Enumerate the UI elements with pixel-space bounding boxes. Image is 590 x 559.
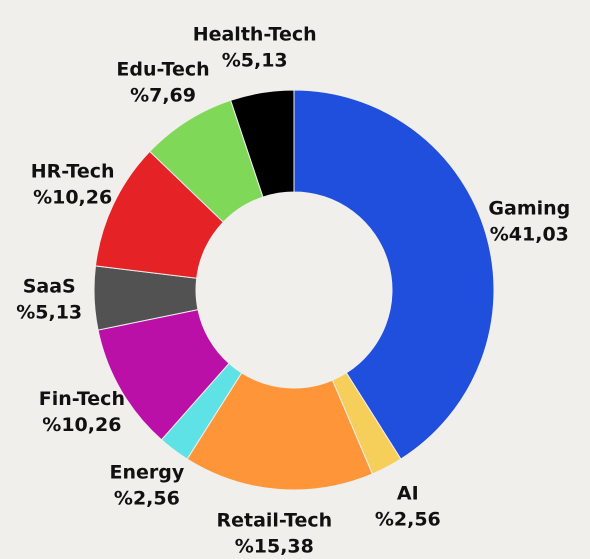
segment-value: %15,38 — [235, 536, 314, 558]
donut-segment — [230, 89, 295, 198]
segment-value: %10,26 — [33, 186, 112, 208]
segment-value: %10,26 — [42, 414, 121, 436]
segment-label: Energy — [110, 461, 185, 483]
segment-label: Gaming — [488, 197, 570, 219]
segment-label: AI — [397, 482, 419, 504]
segment-value: %41,03 — [490, 223, 569, 245]
donut-segment — [186, 372, 374, 491]
segment-value: %7,69 — [130, 84, 196, 106]
segment-label: Fin-Tech — [39, 388, 125, 410]
segment-label: Retail-Tech — [216, 510, 332, 532]
segment-label: HR-Tech — [31, 160, 115, 182]
segment-value: %5,13 — [222, 50, 288, 72]
segment-value: %2,56 — [375, 508, 441, 530]
donut-segment — [293, 89, 495, 460]
segment-label: SaaS — [23, 275, 76, 297]
segment-label: Edu-Tech — [116, 58, 209, 80]
segment-value: %2,56 — [114, 487, 180, 509]
segment-value: %5,13 — [16, 301, 82, 323]
segment-label: Health-Tech — [193, 24, 317, 46]
